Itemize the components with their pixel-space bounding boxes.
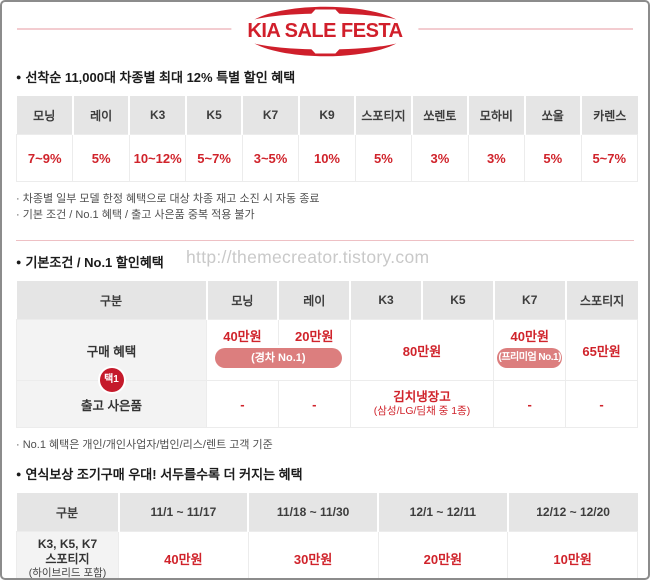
discount-value-cell: 3~5% (241, 134, 300, 182)
model-header-cell: K5 (184, 96, 243, 135)
models-label-cell: K3, K5, K7 스포티지 (하이브리드 포함) (16, 531, 119, 579)
note-line: · 기본 조건 / No.1 혜택 / 출고 사은품 중복 적용 불가 (16, 209, 255, 221)
models-label-line1: K3, K5, K7 (37, 536, 98, 551)
gift-subtitle: (삼성/LG/딤채 중 1종) (373, 405, 471, 417)
logo-title: KIA SALE FESTA (247, 20, 403, 42)
benefit-header-row: 구분 모닝 레이 K3 K5 K7 스포티지 (16, 281, 638, 320)
model-header-cell: 스포티지 (354, 96, 412, 135)
models-label-line2: 스포티지 (45, 551, 90, 566)
purchase-benefit-label: 구매 혜택 (86, 344, 137, 359)
model-header-cell: 모닝 (205, 281, 279, 320)
k3-k5-gift-cell: 김치냉장고 (삼성/LG/딤채 중 1종) (349, 380, 495, 428)
choose-one-badge: 택1 (99, 368, 124, 392)
model-header-cell: K7 (492, 281, 566, 320)
logo-header: KIA SALE FESTA (16, 4, 634, 57)
purchase-benefit-label-cell: 구매 혜택 택1 (16, 319, 207, 392)
period-header-cell: 12/12 ~ 12/20 (506, 493, 638, 532)
model-header-cell: 쏘울 (523, 96, 582, 135)
period-header-row: 구분 11/1 ~ 11/17 11/18 ~ 11/30 12/1 ~ 12/… (16, 493, 638, 532)
light-car-no1-pill: (경차 No.1) (215, 348, 342, 368)
watermark-url: http://themecreator.tistory.com (186, 247, 430, 267)
model-header-cell: K7 (241, 96, 299, 135)
sportage-benefit-cell: 65만원 (565, 319, 638, 381)
discount-value-cell: 10% (298, 134, 356, 182)
morning-gift-cell: - (206, 380, 279, 428)
discount-value-cell: 10~12% (128, 134, 187, 182)
section3-heading-text: 연식보상 조기구매 우대! 서두를수록 더 커지는 혜택 (25, 467, 303, 482)
k7-gift-cell: - (493, 380, 567, 428)
section1-notes: · 차종별 일부 모델 한정 혜택으로 대상 차종 재고 소진 시 자동 종료 … (16, 191, 634, 223)
period-value-cell: 10만원 (507, 531, 638, 578)
section2-note: · No.1 혜택은 개인/개인사업자/법인/리스/렌트 고객 기준 (16, 437, 634, 453)
model-header-cell: 레이 (71, 96, 130, 135)
section2-heading-text: 기본조건 / No.1 할인혜택 (25, 255, 164, 270)
model-header-cell: K3 (349, 281, 422, 320)
discount-value-cell: 3% (411, 134, 469, 182)
ray-benefit-value: 20만원 (295, 329, 334, 344)
category-header-cell: 구분 (16, 281, 207, 320)
purchase-benefit-row: 구매 혜택 택1 40만원 20만원 (경차 No.1) 80만원 40만원 (… (16, 319, 638, 392)
period-header-cell: 11/18 ~ 11/30 (247, 493, 378, 532)
bullet-icon: ● (16, 72, 22, 82)
section2-heading: ● 기본조건 / No.1 할인혜택 http://themecreator.ti… (16, 248, 634, 271)
model-header-cell: 모하비 (467, 96, 525, 135)
model-header-cell: 카렌스 (580, 96, 638, 135)
k7-benefit-cell: 40만원 (프리미엄 No.1) (493, 319, 567, 381)
model-header-cell: 레이 (277, 281, 351, 320)
note-line: · 차종별 일부 모델 한정 혜택으로 대상 차종 재고 소진 시 자동 종료 (16, 193, 320, 205)
k7-benefit-value: 40만원 (510, 329, 549, 344)
benefit-table: 구분 모닝 레이 K3 K5 K7 스포티지 구매 혜택 택1 40만원 20만… (16, 281, 638, 428)
k3-k5-benefit-cell: 80만원 (349, 319, 495, 381)
discount-value-row: 7~9% 5% 10~12% 5~7% 3~5% 10% 5% 3% 3% 5%… (15, 134, 639, 182)
ray-gift-cell: - (277, 380, 351, 428)
section3-heading: ● 연식보상 조기구매 우대! 서두를수록 더 커지는 혜택 (16, 466, 634, 483)
bullet-icon: ● (16, 257, 22, 267)
section1-heading-text: 선착순 11,000대 차종별 최대 12% 특별 할인 혜택 (25, 70, 296, 85)
section-separator-line (16, 240, 634, 241)
discount-value-cell: 5~7% (580, 134, 639, 182)
gift-label-cell: 출고 사은품 (16, 380, 207, 428)
bullet-icon: ● (16, 469, 22, 479)
discount-value-cell: 5% (524, 134, 582, 182)
discount-value-cell: 5% (72, 134, 130, 182)
logo-bottom-swoosh-icon (253, 43, 396, 57)
model-header-cell: 모닝 (16, 96, 73, 135)
gift-title: 김치냉장고 (393, 390, 451, 404)
model-header-cell: K3 (128, 96, 186, 135)
models-label-line3: (하이브리드 포함) (28, 566, 107, 579)
period-header-cell: 11/1 ~ 11/17 (117, 493, 249, 532)
note-line: · No.1 혜택은 개인/개인사업자/법인/리스/렌트 고객 기준 (16, 439, 273, 451)
discount-header-row: 모닝 레이 K3 K5 K7 K9 스포티지 쏘렌토 모하비 쏘울 카렌스 (16, 96, 638, 135)
morning-benefit-value: 40만원 (207, 320, 279, 345)
period-value-cell: 30만원 (247, 531, 379, 578)
sportage-gift-cell: - (565, 380, 638, 428)
kia-sale-festa-logo: KIA SALE FESTA (231, 6, 419, 57)
model-header-cell: 스포티지 (564, 281, 638, 320)
period-header-cell: 12/1 ~ 12/11 (377, 493, 508, 532)
discount-value-cell: 5~7% (185, 134, 243, 182)
discount-value-cell: 3% (467, 134, 526, 182)
period-value-cell: 20만원 (377, 531, 509, 578)
discount-value-cell: 7~9% (15, 134, 74, 182)
morning-ray-benefit-cell: 40만원 20만원 (경차 No.1) (206, 319, 351, 381)
premium-no1-pill: (프리미엄 No.1) (497, 348, 563, 368)
period-value-cell: 40만원 (118, 531, 249, 578)
model-header-cell: K5 (420, 281, 494, 320)
gift-row: 출고 사은품 - - 김치냉장고 (삼성/LG/딤채 중 1종) - - (16, 380, 638, 428)
logo-top-swoosh-icon (253, 6, 396, 20)
discount-value-cell: 5% (354, 134, 413, 182)
category-header-cell: 구분 (16, 493, 119, 532)
model-header-cell: 쏘렌토 (410, 96, 469, 135)
section1-heading: ● 선착순 11,000대 차종별 최대 12% 특별 할인 혜택 (16, 69, 634, 86)
early-purchase-value-row: K3, K5, K7 스포티지 (하이브리드 포함) 40만원 30만원 20만… (16, 531, 638, 579)
discount-table: 모닝 레이 K3 K5 K7 K9 스포티지 쏘렌토 모하비 쏘울 카렌스 7~… (15, 96, 639, 182)
model-header-cell: K9 (297, 96, 356, 135)
early-purchase-table: 구분 11/1 ~ 11/17 11/18 ~ 11/30 12/1 ~ 12/… (16, 493, 638, 579)
